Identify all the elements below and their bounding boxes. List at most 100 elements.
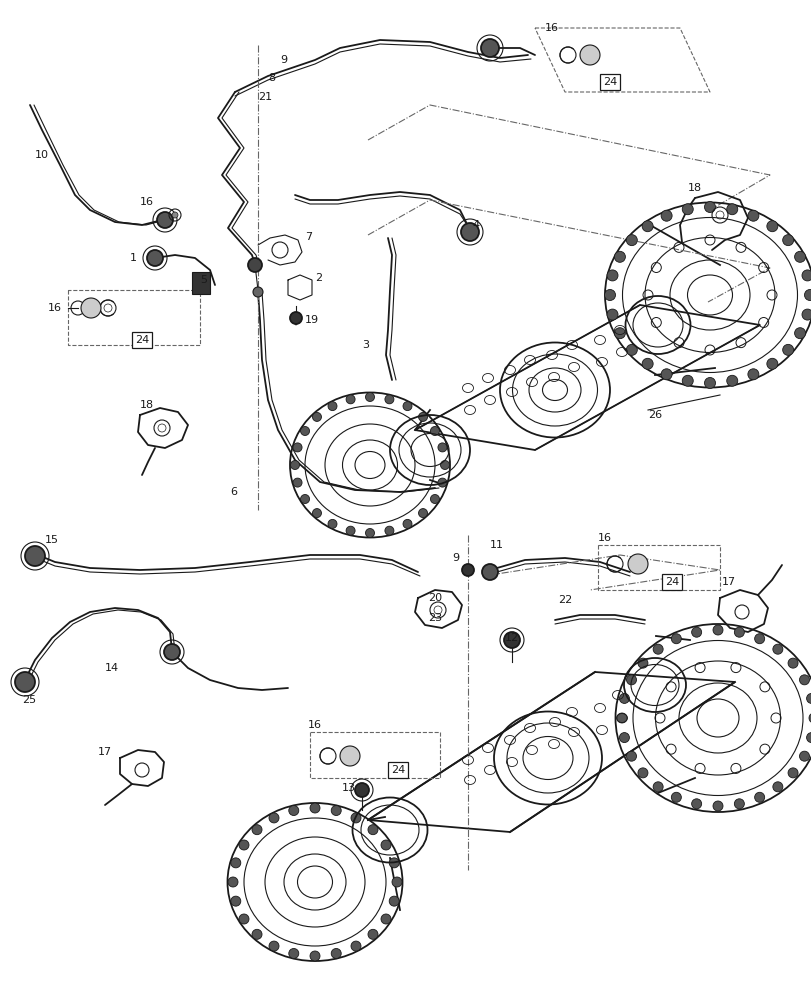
Text: 13: 13 [341,783,355,793]
Text: 18: 18 [139,400,154,410]
Circle shape [384,395,393,404]
Circle shape [801,309,811,320]
Circle shape [782,344,792,355]
Text: 21: 21 [258,92,272,102]
Circle shape [380,840,391,850]
Circle shape [753,792,764,802]
Circle shape [747,369,758,380]
Circle shape [164,644,180,660]
Circle shape [712,625,722,635]
Circle shape [331,948,341,958]
Text: 4: 4 [471,220,478,230]
Text: 11: 11 [489,540,504,550]
Circle shape [461,564,474,576]
Circle shape [482,564,497,580]
Circle shape [801,270,811,281]
Text: 16: 16 [139,197,154,207]
Circle shape [251,929,262,939]
Circle shape [418,509,427,518]
Circle shape [437,443,446,452]
Circle shape [461,223,478,241]
Circle shape [350,941,361,951]
Circle shape [290,460,299,470]
Circle shape [607,309,617,320]
Circle shape [787,768,797,778]
Circle shape [230,896,241,906]
Circle shape [637,658,647,668]
Circle shape [772,782,782,792]
Text: 12: 12 [504,633,518,643]
Circle shape [799,751,809,761]
Circle shape [251,825,262,835]
Circle shape [616,713,626,723]
Circle shape [625,235,637,246]
Text: 16: 16 [544,23,558,33]
Circle shape [619,733,629,743]
Circle shape [293,478,302,487]
Circle shape [430,426,439,436]
Circle shape [25,546,45,566]
Circle shape [642,221,652,232]
Text: 6: 6 [230,487,237,497]
Circle shape [799,675,809,685]
Text: 5: 5 [200,275,207,285]
Text: 24: 24 [390,765,405,775]
Circle shape [626,675,636,685]
Text: 9: 9 [452,553,458,563]
Circle shape [733,627,744,637]
Circle shape [614,328,624,339]
Circle shape [312,412,321,421]
Text: 26: 26 [647,410,661,420]
Text: 1: 1 [130,253,137,263]
Circle shape [652,782,663,792]
Circle shape [172,212,178,218]
Circle shape [312,509,321,518]
Text: 2: 2 [315,273,322,283]
Circle shape [782,235,792,246]
Circle shape [794,251,805,262]
Circle shape [603,290,615,300]
Circle shape [504,632,519,648]
Circle shape [367,929,377,939]
Circle shape [805,733,811,743]
Circle shape [726,204,737,215]
Circle shape [712,801,722,811]
Circle shape [753,634,764,644]
Text: 16: 16 [307,720,322,730]
Circle shape [614,251,624,262]
Circle shape [230,858,241,868]
Circle shape [310,951,320,961]
Circle shape [660,369,672,380]
Circle shape [733,799,744,809]
Circle shape [365,528,374,538]
Circle shape [402,519,411,528]
Circle shape [238,840,249,850]
Bar [191,272,210,294]
Circle shape [787,658,797,668]
Circle shape [290,312,302,324]
Circle shape [331,806,341,816]
Text: 23: 23 [427,613,441,623]
Text: 7: 7 [305,232,311,242]
Circle shape [268,813,279,823]
Text: 24: 24 [135,335,149,345]
Circle shape [437,478,446,487]
Circle shape [627,554,647,574]
Circle shape [681,375,693,386]
Circle shape [345,526,354,535]
Circle shape [772,644,782,654]
Circle shape [365,392,374,401]
Text: 16: 16 [48,303,62,313]
Text: 20: 20 [427,593,441,603]
Circle shape [392,877,401,887]
Circle shape [440,460,449,470]
Circle shape [147,250,163,266]
Circle shape [747,210,758,221]
Circle shape [253,287,263,297]
Circle shape [354,783,368,797]
Text: 18: 18 [687,183,702,193]
Circle shape [340,746,359,766]
Circle shape [681,204,693,215]
Circle shape [794,328,805,339]
Circle shape [247,258,262,272]
